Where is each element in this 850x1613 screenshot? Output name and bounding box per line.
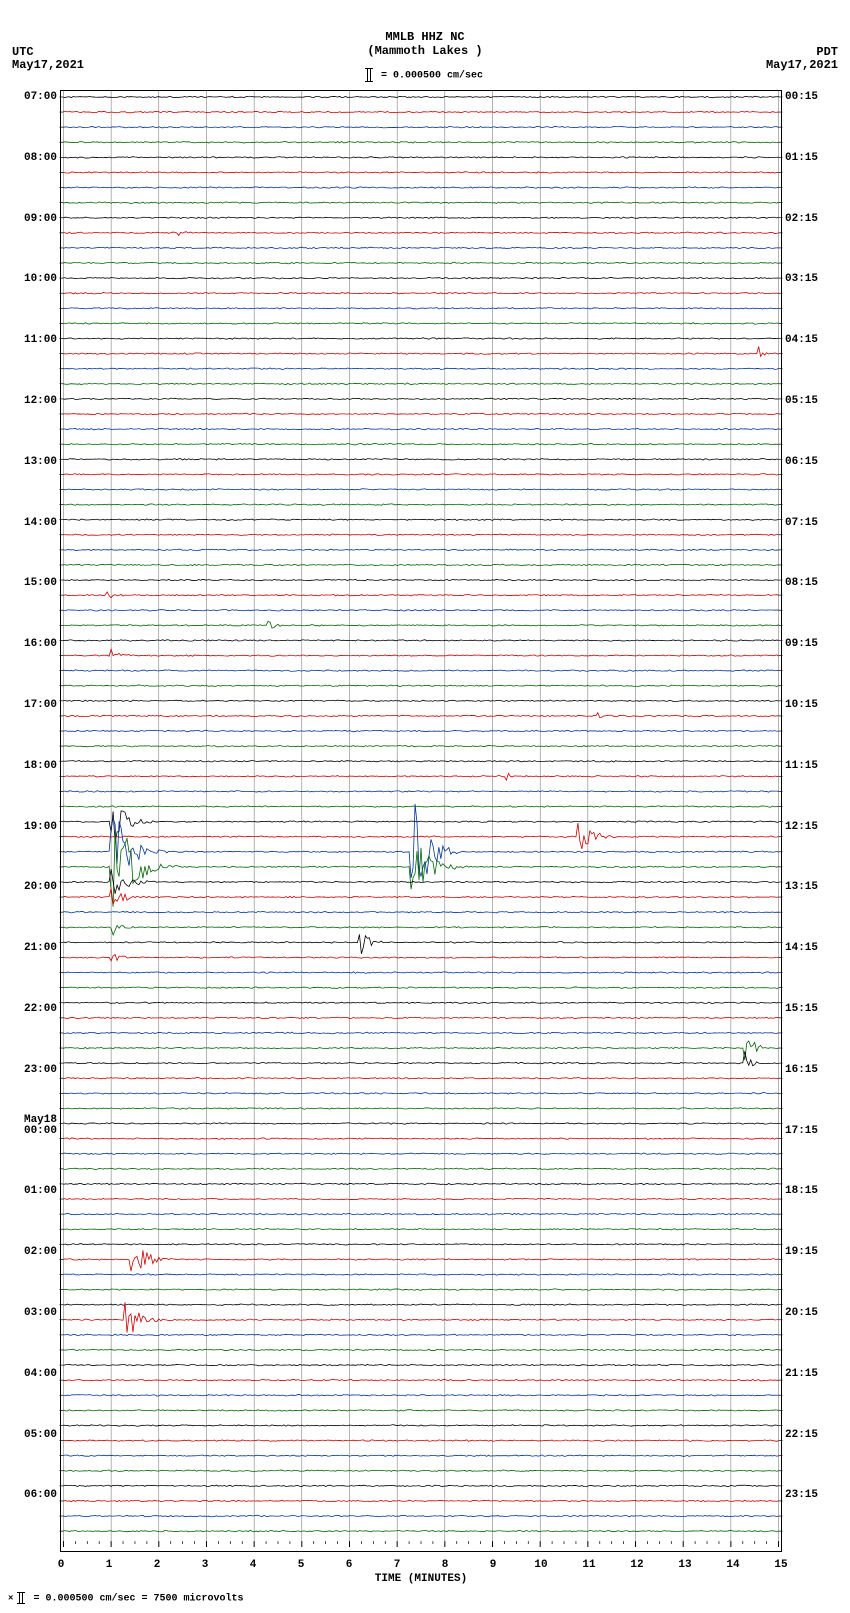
left-time-label: 15:00	[24, 577, 57, 589]
seismogram-svg	[56, 91, 786, 1551]
scale-bar-icon	[19, 1592, 23, 1604]
x-tick-label: 9	[490, 1559, 497, 1571]
left-time-label: 00:00	[24, 1125, 57, 1137]
right-time-label: 21:15	[785, 1368, 818, 1380]
footer-scale: × = 0.000500 cm/sec = 7500 microvolts	[8, 1592, 243, 1605]
seismogram-page: UTC May17,2021 PDT May17,2021 MMLB HHZ N…	[0, 0, 850, 1613]
right-time-label: 08:15	[785, 577, 818, 589]
header-block: MMLB HHZ NC (Mammoth Lakes )	[0, 30, 850, 58]
right-time-label: 01:15	[785, 152, 818, 164]
right-time-label: 05:15	[785, 395, 818, 407]
left-time-label: 07:00	[24, 91, 57, 103]
right-time-label: 06:15	[785, 456, 818, 468]
right-time-label: 10:15	[785, 699, 818, 711]
left-time-label: 22:00	[24, 1003, 57, 1015]
x-tick-label: 1	[106, 1559, 113, 1571]
x-tick-label: 13	[678, 1559, 691, 1571]
left-time-label: 17:00	[24, 699, 57, 711]
station-code: MMLB HHZ NC	[0, 30, 850, 44]
left-time-label: 04:00	[24, 1368, 57, 1380]
left-time-label: 09:00	[24, 213, 57, 225]
left-time-label: 18:00	[24, 760, 57, 772]
right-time-label: 00:15	[785, 91, 818, 103]
station-name: (Mammoth Lakes )	[0, 44, 850, 58]
x-tick-label: 14	[726, 1559, 739, 1571]
left-time-label: 02:00	[24, 1246, 57, 1258]
left-time-label: 23:00	[24, 1064, 57, 1076]
left-time-label: 08:00	[24, 152, 57, 164]
right-time-label: 11:15	[785, 760, 818, 772]
right-time-label: 14:15	[785, 942, 818, 954]
left-time-label: 11:00	[24, 334, 57, 346]
left-time-label: 14:00	[24, 517, 57, 529]
left-time-label: 01:00	[24, 1185, 57, 1197]
x-axis-label: TIME (MINUTES)	[375, 1573, 467, 1585]
right-time-label: 09:15	[785, 638, 818, 650]
right-time-label: 16:15	[785, 1064, 818, 1076]
left-time-label: 21:00	[24, 942, 57, 954]
right-time-label: 17:15	[785, 1125, 818, 1137]
left-time-label: 19:00	[24, 821, 57, 833]
x-tick-label: 10	[534, 1559, 547, 1571]
left-time-label: 12:00	[24, 395, 57, 407]
left-time-label: 03:00	[24, 1307, 57, 1319]
right-time-label: 12:15	[785, 821, 818, 833]
left-date-label: May18	[24, 1114, 57, 1126]
scale-bar-icon	[367, 68, 371, 82]
scale-text: = 0.000500 cm/sec	[381, 71, 483, 82]
footer-scale-text: = 0.000500 cm/sec = 7500 microvolts	[33, 1594, 243, 1605]
x-tick-label: 3	[202, 1559, 209, 1571]
x-tick-label: 15	[774, 1559, 787, 1571]
left-time-label: 05:00	[24, 1429, 57, 1441]
right-time-label: 07:15	[785, 517, 818, 529]
left-time-label: 06:00	[24, 1489, 57, 1501]
x-tick-label: 12	[630, 1559, 643, 1571]
right-time-label: 03:15	[785, 273, 818, 285]
right-time-label: 19:15	[785, 1246, 818, 1258]
right-time-label: 18:15	[785, 1185, 818, 1197]
x-tick-label: 11	[582, 1559, 595, 1571]
right-time-label: 23:15	[785, 1489, 818, 1501]
left-time-label: 16:00	[24, 638, 57, 650]
x-tick-label: 6	[346, 1559, 353, 1571]
right-time-label: 20:15	[785, 1307, 818, 1319]
seismogram-plot: TIME (MINUTES) 012345678910111213141507:…	[60, 90, 782, 1552]
x-tick-label: 4	[250, 1559, 257, 1571]
x-tick-label: 8	[442, 1559, 449, 1571]
left-time-label: 10:00	[24, 273, 57, 285]
x-tick-label: 2	[154, 1559, 161, 1571]
right-time-label: 04:15	[785, 334, 818, 346]
x-tick-label: 5	[298, 1559, 305, 1571]
left-time-label: 13:00	[24, 456, 57, 468]
right-time-label: 22:15	[785, 1429, 818, 1441]
right-time-label: 13:15	[785, 881, 818, 893]
right-time-label: 15:15	[785, 1003, 818, 1015]
x-tick-label: 7	[394, 1559, 401, 1571]
left-time-label: 20:00	[24, 881, 57, 893]
scale-indicator: = 0.000500 cm/sec	[0, 68, 850, 82]
right-time-label: 02:15	[785, 213, 818, 225]
x-tick-label: 0	[58, 1559, 65, 1571]
